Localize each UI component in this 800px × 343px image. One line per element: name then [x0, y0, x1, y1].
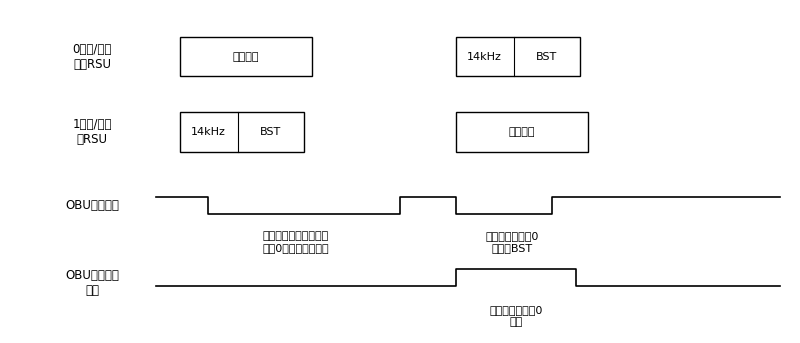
Text: 0信道/相邻
车道RSU: 0信道/相邻 车道RSU [72, 43, 112, 71]
Bar [456, 37, 580, 76]
Text: 1信道/本车
道RSU: 1信道/本车 道RSU [72, 118, 112, 146]
Text: OBU状态波形: OBU状态波形 [65, 199, 119, 212]
Text: 邻道有数据锁关0
信道: 邻道有数据锁关0 信道 [490, 306, 542, 327]
Text: 14kHz: 14kHz [191, 127, 226, 137]
Text: OBU信道锁定
波形: OBU信道锁定 波形 [65, 269, 119, 297]
Text: 转入工作状态并默认设
置为0信道对应的频率: 转入工作状态并默认设 置为0信道对应的频率 [262, 231, 330, 252]
Text: 干扰信号: 干扰信号 [509, 127, 535, 137]
Bar [180, 37, 312, 76]
Bar [456, 113, 588, 152]
Text: 14kHz: 14kHz [467, 51, 502, 62]
Bar [180, 113, 304, 152]
Text: BST: BST [260, 127, 281, 137]
Text: 唤醒状态，接换0
信道的BST: 唤醒状态，接换0 信道的BST [486, 231, 538, 252]
Text: 干扰信号: 干扰信号 [233, 51, 259, 62]
Text: BST: BST [536, 51, 557, 62]
